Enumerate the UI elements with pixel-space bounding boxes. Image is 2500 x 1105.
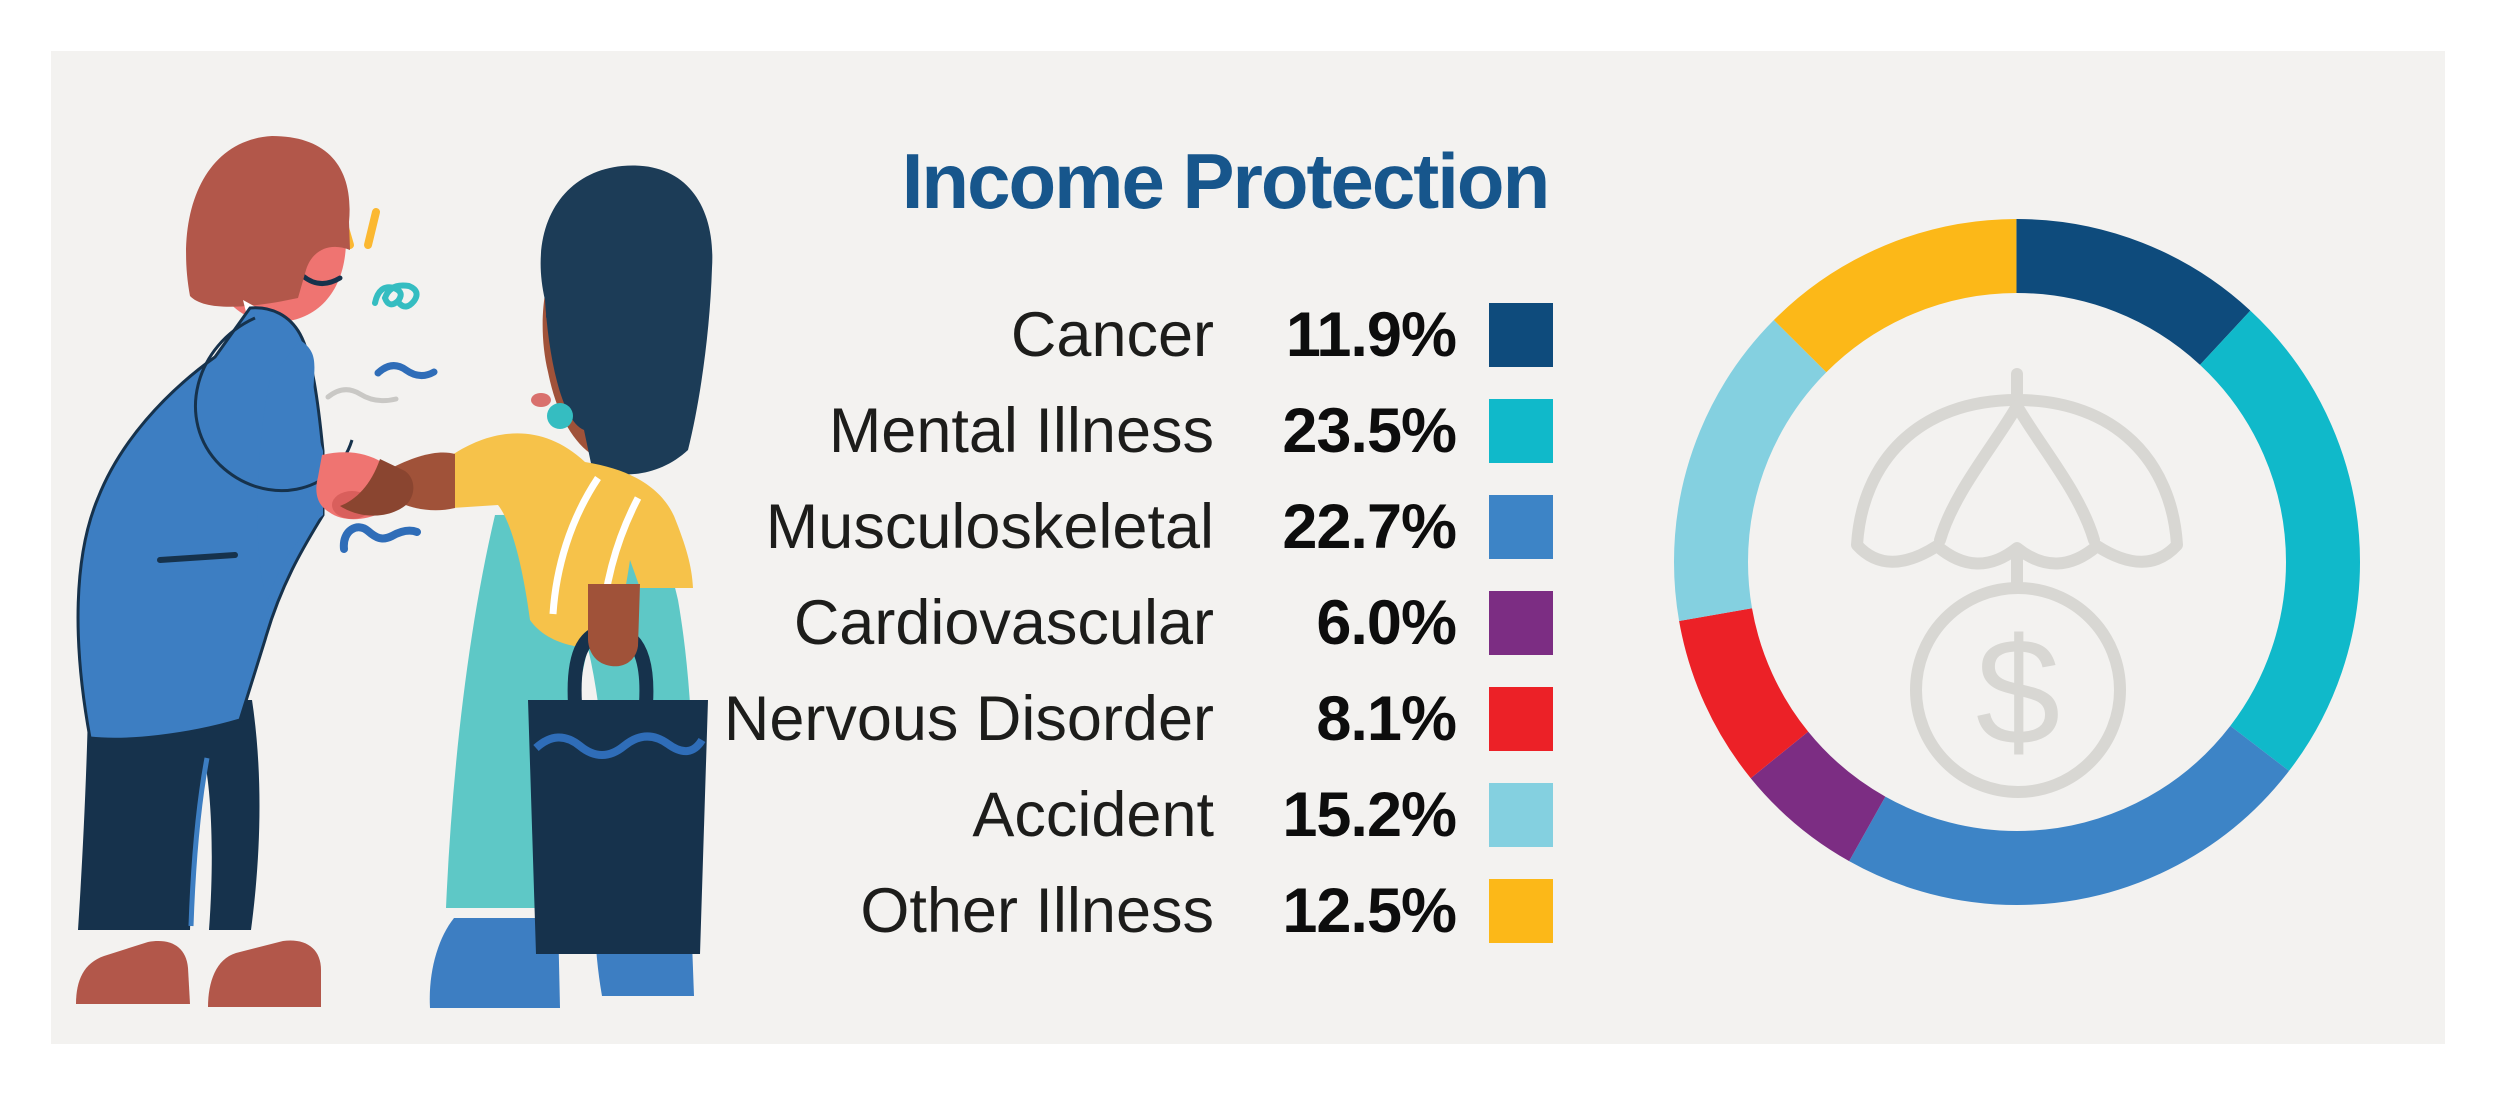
legend-swatch [1489,687,1553,751]
legend-label: Cancer [1010,300,1214,370]
legend-label: Other Illness [860,876,1214,946]
man-hair [186,136,350,307]
legend-row: Accident 15.2% [700,767,1553,863]
legend-label: Musculoskeletal [765,492,1214,562]
woman-hair [540,165,713,475]
legend-label: Nervous Disorder [723,684,1214,754]
legend-row: Nervous Disorder 8.1% [700,671,1553,767]
man-pants [78,700,260,930]
legend-row: Mental Illness 23.5% [700,383,1553,479]
legend-label: Accident [972,780,1214,850]
legend-swatch [1489,879,1553,943]
woman-cardigan-edge-1 [549,476,601,615]
legend-value: 11.9% [1285,300,1457,370]
legend-value: 8.1% [1316,684,1457,754]
woman-figure [340,165,713,1008]
umbrella-dollar-icon: $ [1851,368,2183,798]
woman-earring [547,403,573,429]
man-front-shoe [208,940,321,1007]
donut-segment-musculoskeletal [1674,219,2360,905]
page-title: Income Protection [901,137,1550,225]
donut-segment-accident [1674,219,2360,905]
man-figure [76,136,400,1007]
woman-bag [528,700,708,954]
woman-bag-wave [533,732,706,759]
man-smile [300,273,343,286]
donut-segments [1674,219,2360,905]
woman-cardigan [452,433,693,649]
legend-row: Cancer 11.9% [700,287,1553,383]
legend-row: Musculoskeletal 22.7% [700,479,1553,575]
legend-value: 12.5% [1282,876,1457,946]
donut-segment-other-illness [1674,219,2360,905]
woman-hanging-hand [588,584,640,667]
woman-front-boot [429,918,560,1008]
donut-segment-mental-illness [1674,219,2360,905]
man-back-shoe [76,941,190,1004]
chart-legend: Cancer 11.9% Mental Illness 23.5% Musculoske… [700,287,1553,959]
legend-label: Mental Illness [828,396,1214,466]
legend-value: 15.2% [1282,780,1457,850]
legend-row: Cardiovascular 6.0% [700,575,1553,671]
legend-swatch [1489,783,1553,847]
legend-label: Cardiovascular [793,588,1214,658]
legend-swatch [1489,495,1553,559]
man-pants-accent [188,757,210,927]
legend-value: 23.5% [1282,396,1457,466]
woman-lips [531,393,551,407]
legend-value: 22.7% [1282,492,1457,562]
legend-swatch [1489,303,1553,367]
legend-value: 6.0% [1316,588,1457,658]
donut-chart: $ [1674,219,2360,905]
dollar-symbol: $ [1976,607,2061,777]
woman-hand-shake [340,459,414,516]
man-jacket-arm [257,340,323,600]
man-jacket-pocket [157,552,238,563]
legend-swatch [1489,399,1553,463]
handshake-illustration [76,136,713,1008]
legend-row: Other Illness 12.5% [700,863,1553,959]
legend-swatch [1489,591,1553,655]
